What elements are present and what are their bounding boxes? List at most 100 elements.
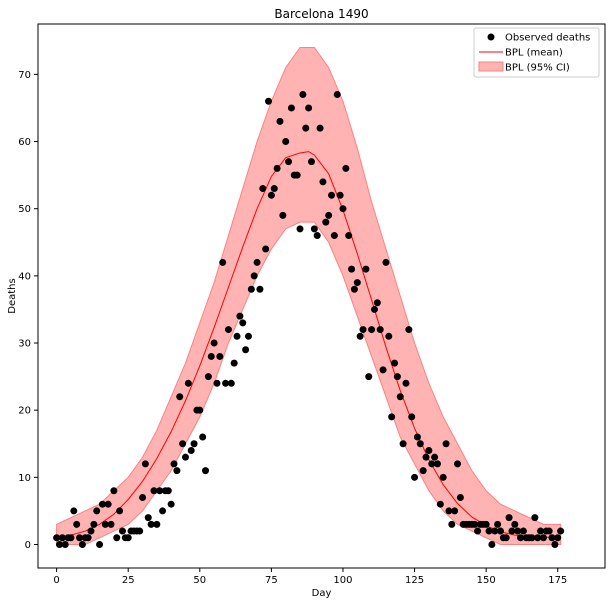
observed-point <box>319 178 327 186</box>
observed-point <box>305 104 313 112</box>
observed-point <box>545 527 553 535</box>
observed-point <box>517 534 525 542</box>
observed-point <box>78 540 86 548</box>
observed-point <box>393 373 401 381</box>
observed-point <box>210 339 218 347</box>
observed-point <box>113 534 121 542</box>
observed-point <box>339 205 347 213</box>
y-axis-label: Deaths <box>7 278 18 313</box>
observed-point <box>322 218 330 226</box>
observed-point <box>199 433 207 441</box>
observed-point <box>176 393 184 401</box>
observed-point <box>328 191 336 199</box>
observed-point <box>408 413 416 421</box>
observed-point <box>456 493 464 501</box>
mean-line <box>56 151 561 539</box>
observed-point <box>282 138 290 146</box>
observed-point <box>442 440 450 448</box>
observed-point <box>471 520 479 528</box>
observed-point <box>307 158 315 166</box>
observed-point <box>376 326 384 334</box>
observed-point <box>279 211 287 219</box>
observed-point <box>511 520 519 528</box>
observed-point <box>454 460 462 468</box>
observed-point <box>262 245 270 253</box>
observed-point <box>273 164 281 172</box>
observed-point <box>67 534 75 542</box>
y-tick-label: 40 <box>18 271 31 282</box>
observed-point <box>141 460 149 468</box>
observed-point <box>365 373 373 381</box>
observed-point <box>445 507 453 515</box>
observed-point <box>101 520 109 528</box>
observed-point <box>353 279 361 287</box>
x-tick-label: 175 <box>548 575 567 586</box>
observed-point <box>325 211 333 219</box>
observed-point <box>439 473 447 481</box>
observed-point <box>370 305 378 313</box>
observed-point <box>250 272 258 280</box>
observed-point <box>502 534 510 542</box>
observed-point <box>170 460 178 468</box>
x-axis: 0 25 50 75 100 125 150 175 <box>53 568 567 586</box>
observed-point <box>84 534 92 542</box>
observed-point <box>379 366 387 374</box>
observed-point <box>299 91 307 99</box>
observed-point <box>181 453 189 461</box>
observed-point <box>391 359 399 367</box>
observed-point <box>190 440 198 448</box>
observed-point <box>213 379 221 387</box>
observed-point <box>230 359 238 367</box>
observed-point <box>554 534 562 542</box>
observed-point <box>551 540 559 548</box>
observed-point <box>313 232 321 240</box>
observed-point <box>96 540 104 548</box>
observed-point <box>216 352 224 360</box>
y-tick-label: 10 <box>18 473 31 484</box>
y-axis: 0 10 20 30 40 50 60 70 <box>18 70 38 551</box>
observed-point <box>156 487 164 495</box>
observed-point <box>73 520 81 528</box>
observed-point <box>405 326 413 334</box>
observed-point <box>539 534 547 542</box>
observed-point <box>236 312 244 320</box>
observed-point <box>514 527 522 535</box>
observed-point <box>496 527 504 535</box>
observed-point <box>399 440 407 448</box>
observed-point <box>167 500 175 508</box>
observed-point <box>173 467 181 475</box>
observed-point <box>356 332 364 340</box>
plot-frame <box>37 23 606 569</box>
y-tick-label: 30 <box>18 339 31 350</box>
observed-point <box>179 440 187 448</box>
observed-point <box>187 446 195 454</box>
observed-point <box>98 500 106 508</box>
observed-point <box>256 285 264 293</box>
observed-point <box>150 487 158 495</box>
observed-point <box>448 520 456 528</box>
legend-marker-observed <box>487 33 495 41</box>
observed-point <box>136 527 144 535</box>
x-axis-label: Day <box>312 588 332 599</box>
observed-point <box>508 527 516 535</box>
observed-point <box>336 191 344 199</box>
plot-area <box>53 47 565 548</box>
observed-point <box>270 185 278 193</box>
observed-point <box>90 520 98 528</box>
observed-point <box>55 540 63 548</box>
observed-point <box>345 232 353 240</box>
observed-point <box>416 440 424 448</box>
observed-point <box>385 332 393 340</box>
observed-point <box>293 171 301 179</box>
observed-point <box>422 453 430 461</box>
observed-point <box>104 500 112 508</box>
observed-point <box>285 158 293 166</box>
y-tick-label: 20 <box>18 406 31 417</box>
observed-point <box>202 467 210 475</box>
observed-point <box>505 514 513 522</box>
observed-point <box>147 520 155 528</box>
observed-point <box>428 460 436 468</box>
observed-point <box>531 514 539 522</box>
observed-point <box>419 467 427 475</box>
